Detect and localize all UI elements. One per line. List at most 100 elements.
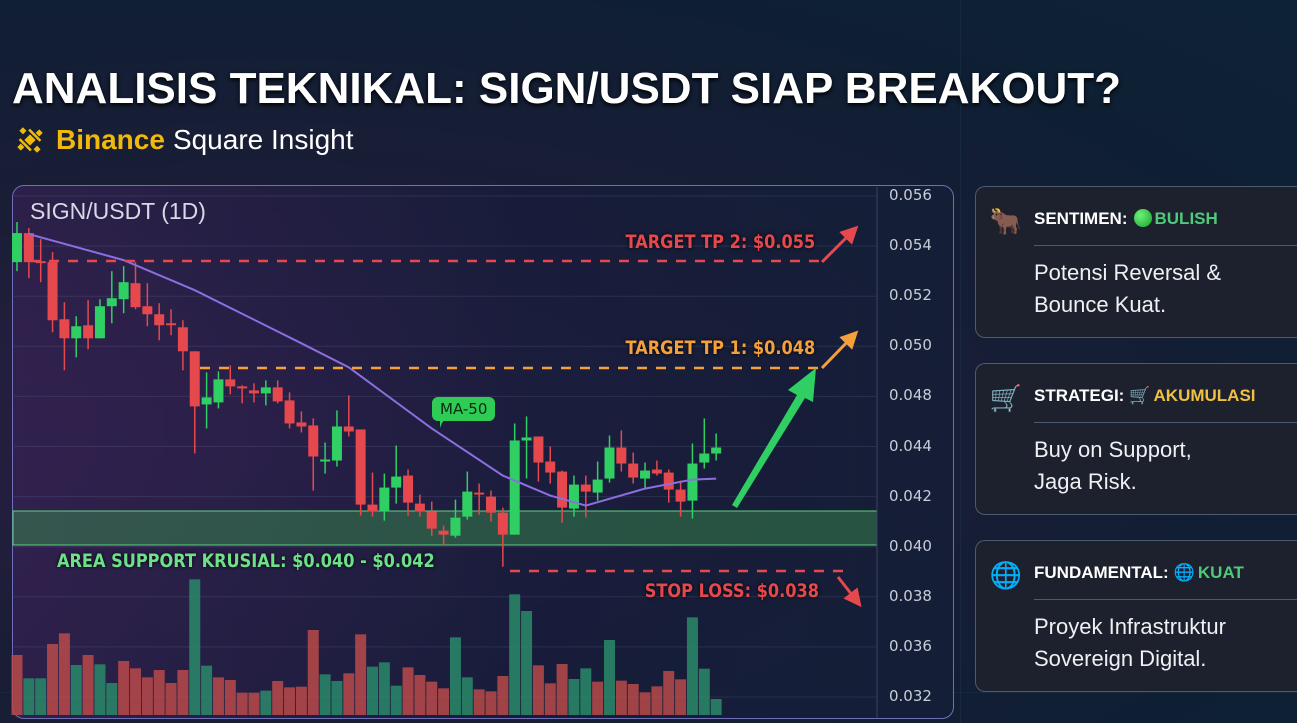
candle-body (379, 487, 390, 512)
candle (94, 299, 105, 339)
candle (308, 418, 319, 491)
volume-bar (153, 670, 165, 715)
candle (343, 395, 354, 437)
candle-body (71, 326, 82, 339)
candle (426, 501, 437, 536)
candle (118, 266, 129, 314)
candle (331, 410, 342, 467)
candle-body (628, 463, 639, 478)
volume-bar (70, 665, 82, 715)
volume-bar (414, 675, 426, 715)
volume-bar (331, 681, 343, 715)
candle-body (23, 233, 34, 263)
candle (403, 469, 414, 516)
candle (497, 507, 508, 567)
volume-bar (509, 594, 521, 715)
candle-body (331, 426, 342, 461)
candle (296, 411, 307, 433)
candle (130, 262, 141, 310)
volume-bar (224, 680, 236, 715)
candle (651, 460, 662, 476)
candle-body (592, 479, 603, 493)
candle-body (533, 436, 544, 463)
page-title: ANALISIS TEKNIKAL: SIGN/USDT SIAP BREAKO… (12, 64, 1122, 113)
candle (23, 228, 34, 279)
candle (568, 475, 579, 517)
volume-bar (568, 679, 580, 715)
volume-bar (236, 692, 248, 715)
support-zone (12, 510, 878, 546)
divider (1034, 599, 1297, 600)
card-value: BULISH (1154, 209, 1218, 228)
candle (201, 372, 212, 429)
candle-body (225, 379, 236, 387)
tp2-label: TARGET TP 2: $0.055 (625, 231, 815, 253)
candle-body (568, 484, 579, 509)
candle-body (94, 306, 105, 339)
candle-body (521, 437, 532, 441)
candle-body (557, 471, 568, 508)
volume-bar (343, 673, 355, 715)
stop-loss-arrow-icon (836, 576, 862, 608)
volume-bar (248, 692, 260, 715)
volume-bar (23, 678, 35, 715)
card-value: KUAT (1197, 563, 1244, 582)
support-label: AREA SUPPORT KRUSIAL: $0.040 - $0.042 (57, 550, 435, 572)
volume-bar (58, 633, 70, 715)
card-sentimen: 🐂 SENTIMEN: BULISH Potensi Reversal & Boun… (975, 186, 1297, 338)
card-strategi: 🛒 STRATEGI: 🛒 AKUMULASI Buy on Support, Jag… (975, 363, 1297, 515)
candle-body (308, 425, 319, 457)
volume-bar (118, 661, 130, 715)
volume-bar (94, 664, 106, 715)
volume-bar (698, 668, 710, 715)
candle-body (687, 463, 698, 501)
candle (699, 418, 710, 469)
card-label: FUNDAMENTAL: (1034, 563, 1169, 582)
candle (414, 494, 425, 517)
candle (391, 445, 402, 504)
candle (272, 380, 283, 404)
candle (438, 525, 449, 546)
volume-bar (11, 655, 23, 715)
candle-body (12, 233, 22, 263)
globe-icon: 🌐 (1173, 563, 1195, 582)
candle-body (201, 397, 212, 405)
candle (367, 472, 378, 517)
candle-body (35, 261, 46, 264)
card-line: Jaga Risk. (1034, 469, 1137, 494)
y-tick-label: 0.052 (889, 286, 932, 305)
candle-body (699, 453, 710, 463)
brand-line: Binance Square Insight (12, 122, 354, 158)
candle (83, 300, 94, 350)
volume-bar (675, 679, 687, 715)
volume-bar (461, 677, 473, 715)
candle (687, 443, 698, 519)
candle-body (663, 472, 674, 490)
candle-body (296, 422, 307, 427)
volume-bar (615, 680, 627, 715)
volume-bar (82, 655, 94, 715)
volume-bar (106, 683, 118, 715)
candle-body (486, 496, 496, 513)
candle (379, 473, 390, 521)
volume-bar (651, 686, 663, 715)
candle-body (284, 400, 295, 424)
candle-body (106, 298, 117, 307)
candle-body (438, 530, 449, 535)
y-tick-label: 0.032 (889, 687, 932, 705)
candle-body (47, 262, 58, 321)
candle-body (166, 323, 177, 326)
candle (225, 365, 236, 395)
y-tick-label: 0.050 (889, 336, 932, 355)
candle (450, 499, 461, 538)
y-tick-label: 0.044 (889, 436, 932, 455)
candle-body (320, 459, 331, 462)
ma50-line (28, 233, 717, 507)
volume-bar (319, 674, 331, 715)
candle (154, 303, 165, 341)
volume-bar (47, 644, 59, 715)
y-tick-label: 0.042 (889, 486, 932, 505)
volume-bar (521, 611, 533, 715)
candle (166, 309, 177, 336)
card-line: Bounce Kuat. (1034, 292, 1167, 317)
